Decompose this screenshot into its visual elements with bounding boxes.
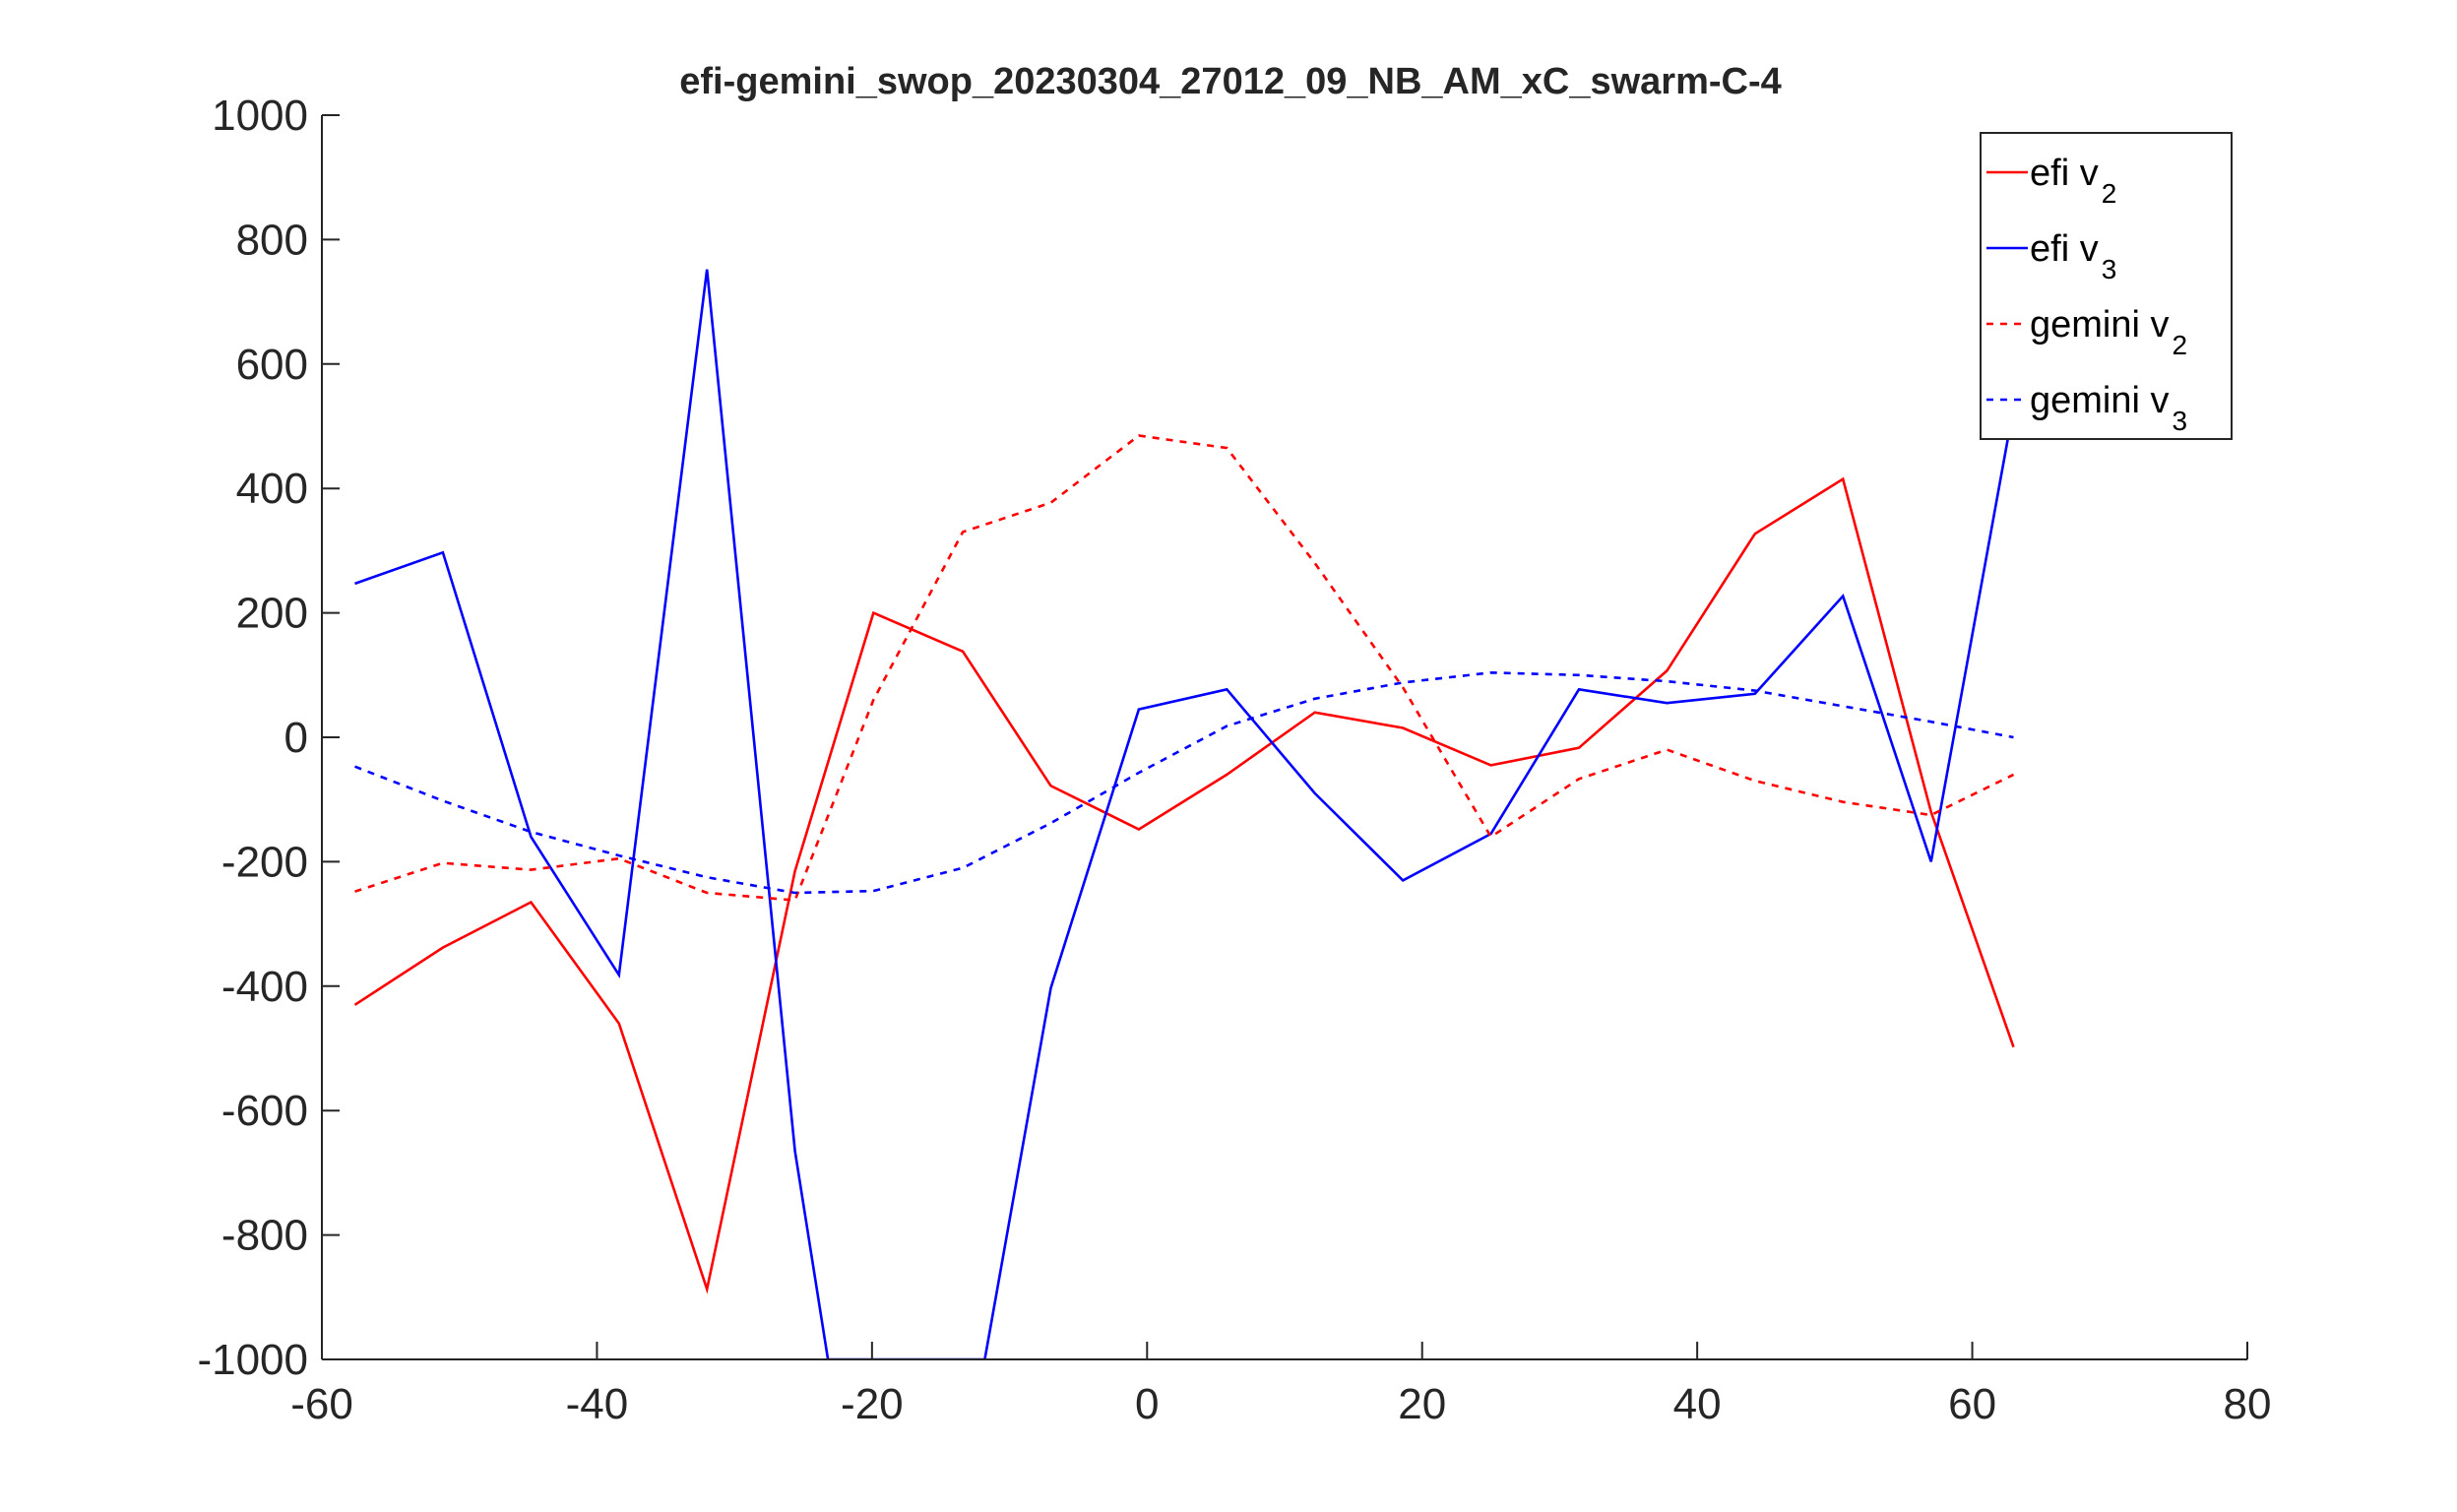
legend-label-name: gemini v: [2030, 380, 2170, 421]
legend-label-name: efi v: [2030, 153, 2099, 194]
axes-group: -60 -40 -20 0 20 40 60 8010008006004002000-200-…: [197, 92, 2271, 1428]
y-tick-label: 1000: [212, 92, 308, 140]
x-tick-label: 80: [2224, 1380, 2272, 1428]
x-tick-label: 20: [1398, 1380, 1446, 1428]
y-tick-label: -200: [221, 838, 308, 886]
y-tick-label: 400: [236, 465, 308, 513]
series-line-1: [353, 476, 2015, 1294]
legend-label-subscript: 2: [2173, 330, 2188, 360]
y-tick-label: 0: [284, 714, 308, 762]
y-tick-label: 200: [236, 590, 308, 638]
x-tick-label: 0: [1135, 1380, 1159, 1428]
x-tick-label: 40: [1673, 1380, 1722, 1428]
y-tick-label: -600: [221, 1087, 308, 1135]
legend-box: [1980, 132, 2233, 440]
x-tick-label: -40: [566, 1380, 629, 1428]
chart-title: efi-gemini_swop_20230304_27012_09_NB_AM_…: [679, 61, 1782, 102]
y-tick-label: 800: [236, 216, 308, 264]
legend-label-subscript: 2: [2102, 178, 2117, 209]
series-line-4: [354, 670, 2014, 895]
y-tick-label: -1000: [197, 1336, 308, 1384]
y-tick-label: 600: [236, 341, 308, 389]
legend-label-subscript: 3: [2173, 406, 2188, 436]
y-tick-label: -800: [221, 1212, 308, 1260]
series-group: [353, 269, 2015, 1359]
series-line-2: [354, 269, 2015, 1359]
legend-label-subscript: 3: [2102, 254, 2117, 284]
legend-label-name: efi v: [2030, 228, 2099, 270]
legend-label-name: gemini v: [2030, 304, 2170, 346]
x-tick-label: 60: [1948, 1380, 1996, 1428]
x-tick-label: -20: [841, 1380, 904, 1428]
y-tick-label: -400: [221, 963, 308, 1011]
x-tick-label: -60: [290, 1380, 353, 1428]
series-line-3: [354, 434, 2015, 902]
